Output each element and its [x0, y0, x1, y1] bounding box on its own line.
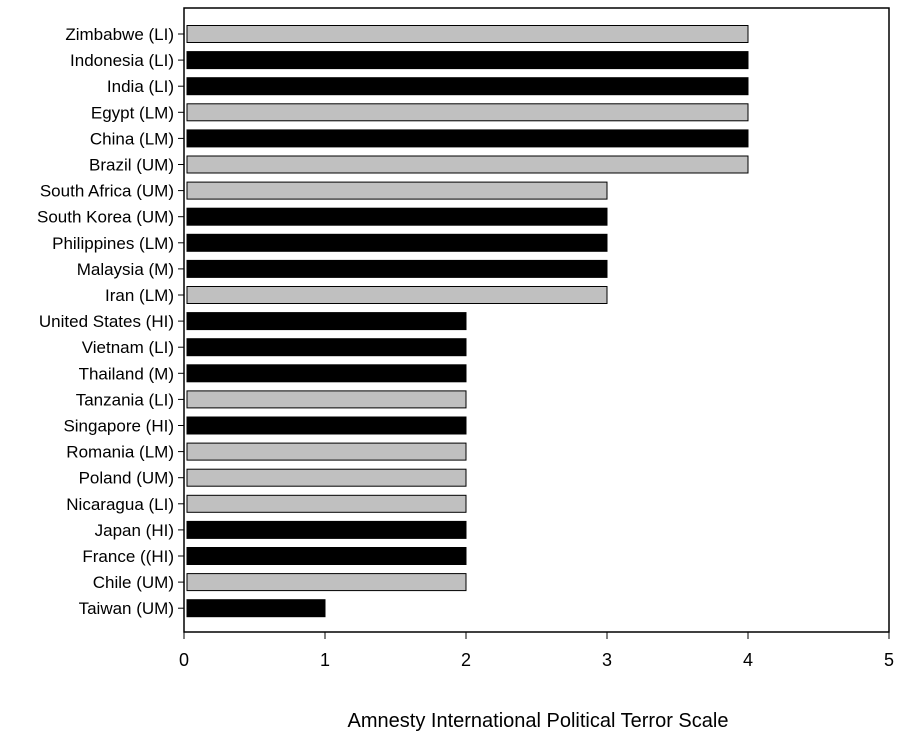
category-label: Romania (LM) — [66, 443, 174, 462]
x-tick-label: 4 — [743, 650, 753, 670]
category-label: Tanzania (LI) — [76, 390, 174, 409]
category-label: China (LM) — [90, 129, 174, 148]
category-label: Nicaragua (LI) — [66, 495, 174, 514]
category-label: Vietnam (LI) — [82, 338, 174, 357]
bar — [186, 77, 749, 96]
category-label: Thailand (M) — [79, 364, 174, 383]
category-label: Brazil (UM) — [89, 156, 174, 175]
category-label: Japan (HI) — [95, 521, 174, 540]
category-label: Chile (UM) — [93, 573, 174, 592]
bar — [186, 599, 326, 618]
plot-area-frame — [183, 7, 890, 633]
category-label: Taiwan (UM) — [79, 599, 174, 618]
bar — [186, 390, 467, 409]
category-label: France ((HI) — [82, 547, 174, 566]
bar — [186, 338, 467, 357]
category-label: India (LI) — [107, 77, 174, 96]
x-tick-label: 3 — [602, 650, 612, 670]
category-label: South Korea (UM) — [37, 208, 174, 227]
x-tick-label: 0 — [179, 650, 189, 670]
bar — [186, 494, 467, 513]
bar — [186, 233, 608, 252]
bar — [186, 181, 608, 200]
bar — [186, 442, 467, 461]
bar — [186, 155, 749, 174]
category-label: Zimbabwe (LI) — [65, 25, 174, 44]
category-label: Egypt (LM) — [91, 103, 174, 122]
bar — [186, 547, 467, 565]
bar — [186, 129, 749, 148]
x-axis-title: Amnesty International Political Terror S… — [348, 710, 729, 732]
bar — [186, 520, 467, 539]
category-label: Philippines (LM) — [52, 234, 174, 253]
x-tick-label: 2 — [461, 650, 471, 670]
category-label: United States (HI) — [39, 312, 174, 331]
bar — [186, 103, 749, 122]
bar — [186, 207, 608, 226]
bar — [186, 286, 608, 304]
x-tick-label: 1 — [320, 650, 330, 670]
category-label: Poland (UM) — [79, 469, 174, 488]
bar — [186, 25, 749, 43]
bar — [186, 468, 467, 487]
bar — [186, 312, 467, 331]
category-label: South Africa (UM) — [40, 182, 174, 201]
category-label: Indonesia (LI) — [70, 51, 174, 70]
category-label: Malaysia (M) — [77, 260, 174, 279]
bar — [186, 364, 467, 383]
bar — [186, 416, 467, 435]
bar — [186, 51, 749, 70]
bar — [186, 259, 608, 278]
bar — [186, 573, 467, 592]
category-label: Singapore (HI) — [63, 417, 174, 436]
category-label: Iran (LM) — [105, 286, 174, 305]
x-tick-label: 5 — [884, 650, 894, 670]
